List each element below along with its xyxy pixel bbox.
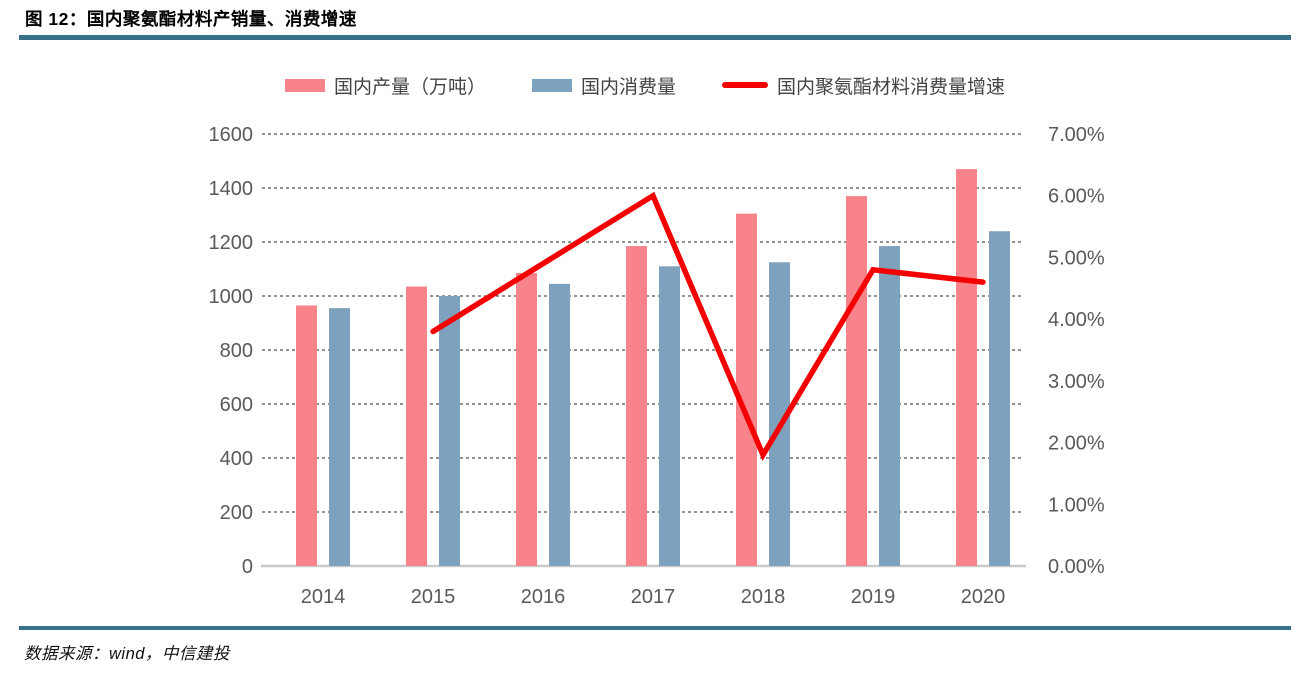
chart-area: 0 200 400 600 800 1000 1200 1400 1600 0.00% 1.00% 2…	[209, 72, 1105, 609]
left-axis-tick-label: 200	[220, 502, 253, 524]
footer-rule	[19, 626, 1291, 630]
chart-svg: 0 200 400 600 800 1000 1200 1400 1600 0.00% 1.00% 2…	[209, 124, 1105, 608]
x-axis-tick-label: 2014	[301, 586, 346, 608]
right-axis-tick-label: 5.00%	[1048, 247, 1105, 269]
bar-consumption-2017	[659, 266, 680, 566]
bar-production-2020	[956, 169, 977, 566]
left-axis-tick-label: 800	[220, 340, 253, 362]
legend-label-consumption: 国内消费量	[580, 76, 676, 98]
bar-consumption-2014	[329, 308, 350, 566]
bar-production-2017	[626, 246, 647, 567]
legend-swatch-growth-line	[722, 82, 768, 88]
legend-item-growth: 国内聚氨酯材料消费量增速	[722, 72, 1005, 99]
x-axis-tick-label: 2015	[411, 586, 456, 608]
bar-consumption-2015	[439, 296, 460, 566]
legend-item-consumption: 国内消费量	[531, 72, 676, 99]
line-growth	[430, 191, 986, 461]
legend-swatch-production-bar	[284, 78, 325, 92]
right-axis-tick-label: 4.00%	[1048, 309, 1105, 331]
right-axis-tick-label: 6.00%	[1048, 186, 1105, 208]
left-axis-tick-label: 1200	[209, 232, 254, 254]
data-source-note: 数据来源：wind，中信建投	[24, 645, 230, 663]
page-title: 图 12：国内聚氨酯材料产销量、消费增速	[25, 9, 357, 29]
left-axis-tick-label: 1400	[209, 178, 254, 200]
bar-production-2015	[406, 286, 427, 566]
x-axis-tick-label: 2019	[851, 586, 896, 608]
bar-production-2014	[296, 305, 317, 566]
bar-consumption-2016	[549, 283, 570, 566]
title-underline-rule	[19, 35, 1291, 40]
x-axis-tick-label: 2020	[961, 586, 1006, 608]
x-axis-tick-label: 2016	[521, 586, 566, 608]
bar-consumption-2018	[769, 262, 790, 566]
bar-production-2018	[736, 213, 757, 566]
bar-production-2016	[516, 273, 537, 566]
left-axis-tick-label: 400	[220, 448, 253, 470]
right-axis-tick-label: 7.00%	[1048, 124, 1105, 146]
legend-label-growth: 国内聚氨酯材料消费量增速	[777, 76, 1006, 98]
chart-legend: 国内产量（万吨） 国内消费量 国内聚氨酯材料消费量增速	[230, 72, 1060, 98]
right-axis-tick-label: 0.00%	[1048, 556, 1105, 578]
right-axis-tick-label: 2.00%	[1048, 433, 1105, 455]
left-axis-tick-label: 1000	[209, 286, 254, 308]
left-axis-tick-label: 600	[220, 394, 253, 416]
legend-label-production: 国内产量（万吨）	[333, 76, 486, 98]
left-axis-tick-label: 0	[242, 556, 253, 578]
x-axis-tick-label: 2017	[631, 586, 676, 608]
legend-swatch-consumption-bar	[531, 78, 572, 92]
x-axis-tick-label: 2018	[741, 586, 786, 608]
legend-item-production: 国内产量（万吨）	[284, 72, 486, 99]
right-axis-tick-label: 1.00%	[1048, 494, 1105, 516]
left-axis-tick-label: 1600	[209, 124, 254, 146]
bar-consumption-2019	[879, 246, 900, 567]
bar-production-2019	[846, 196, 867, 566]
bar-consumption-2020	[989, 231, 1010, 566]
right-axis-tick-label: 3.00%	[1048, 371, 1105, 393]
